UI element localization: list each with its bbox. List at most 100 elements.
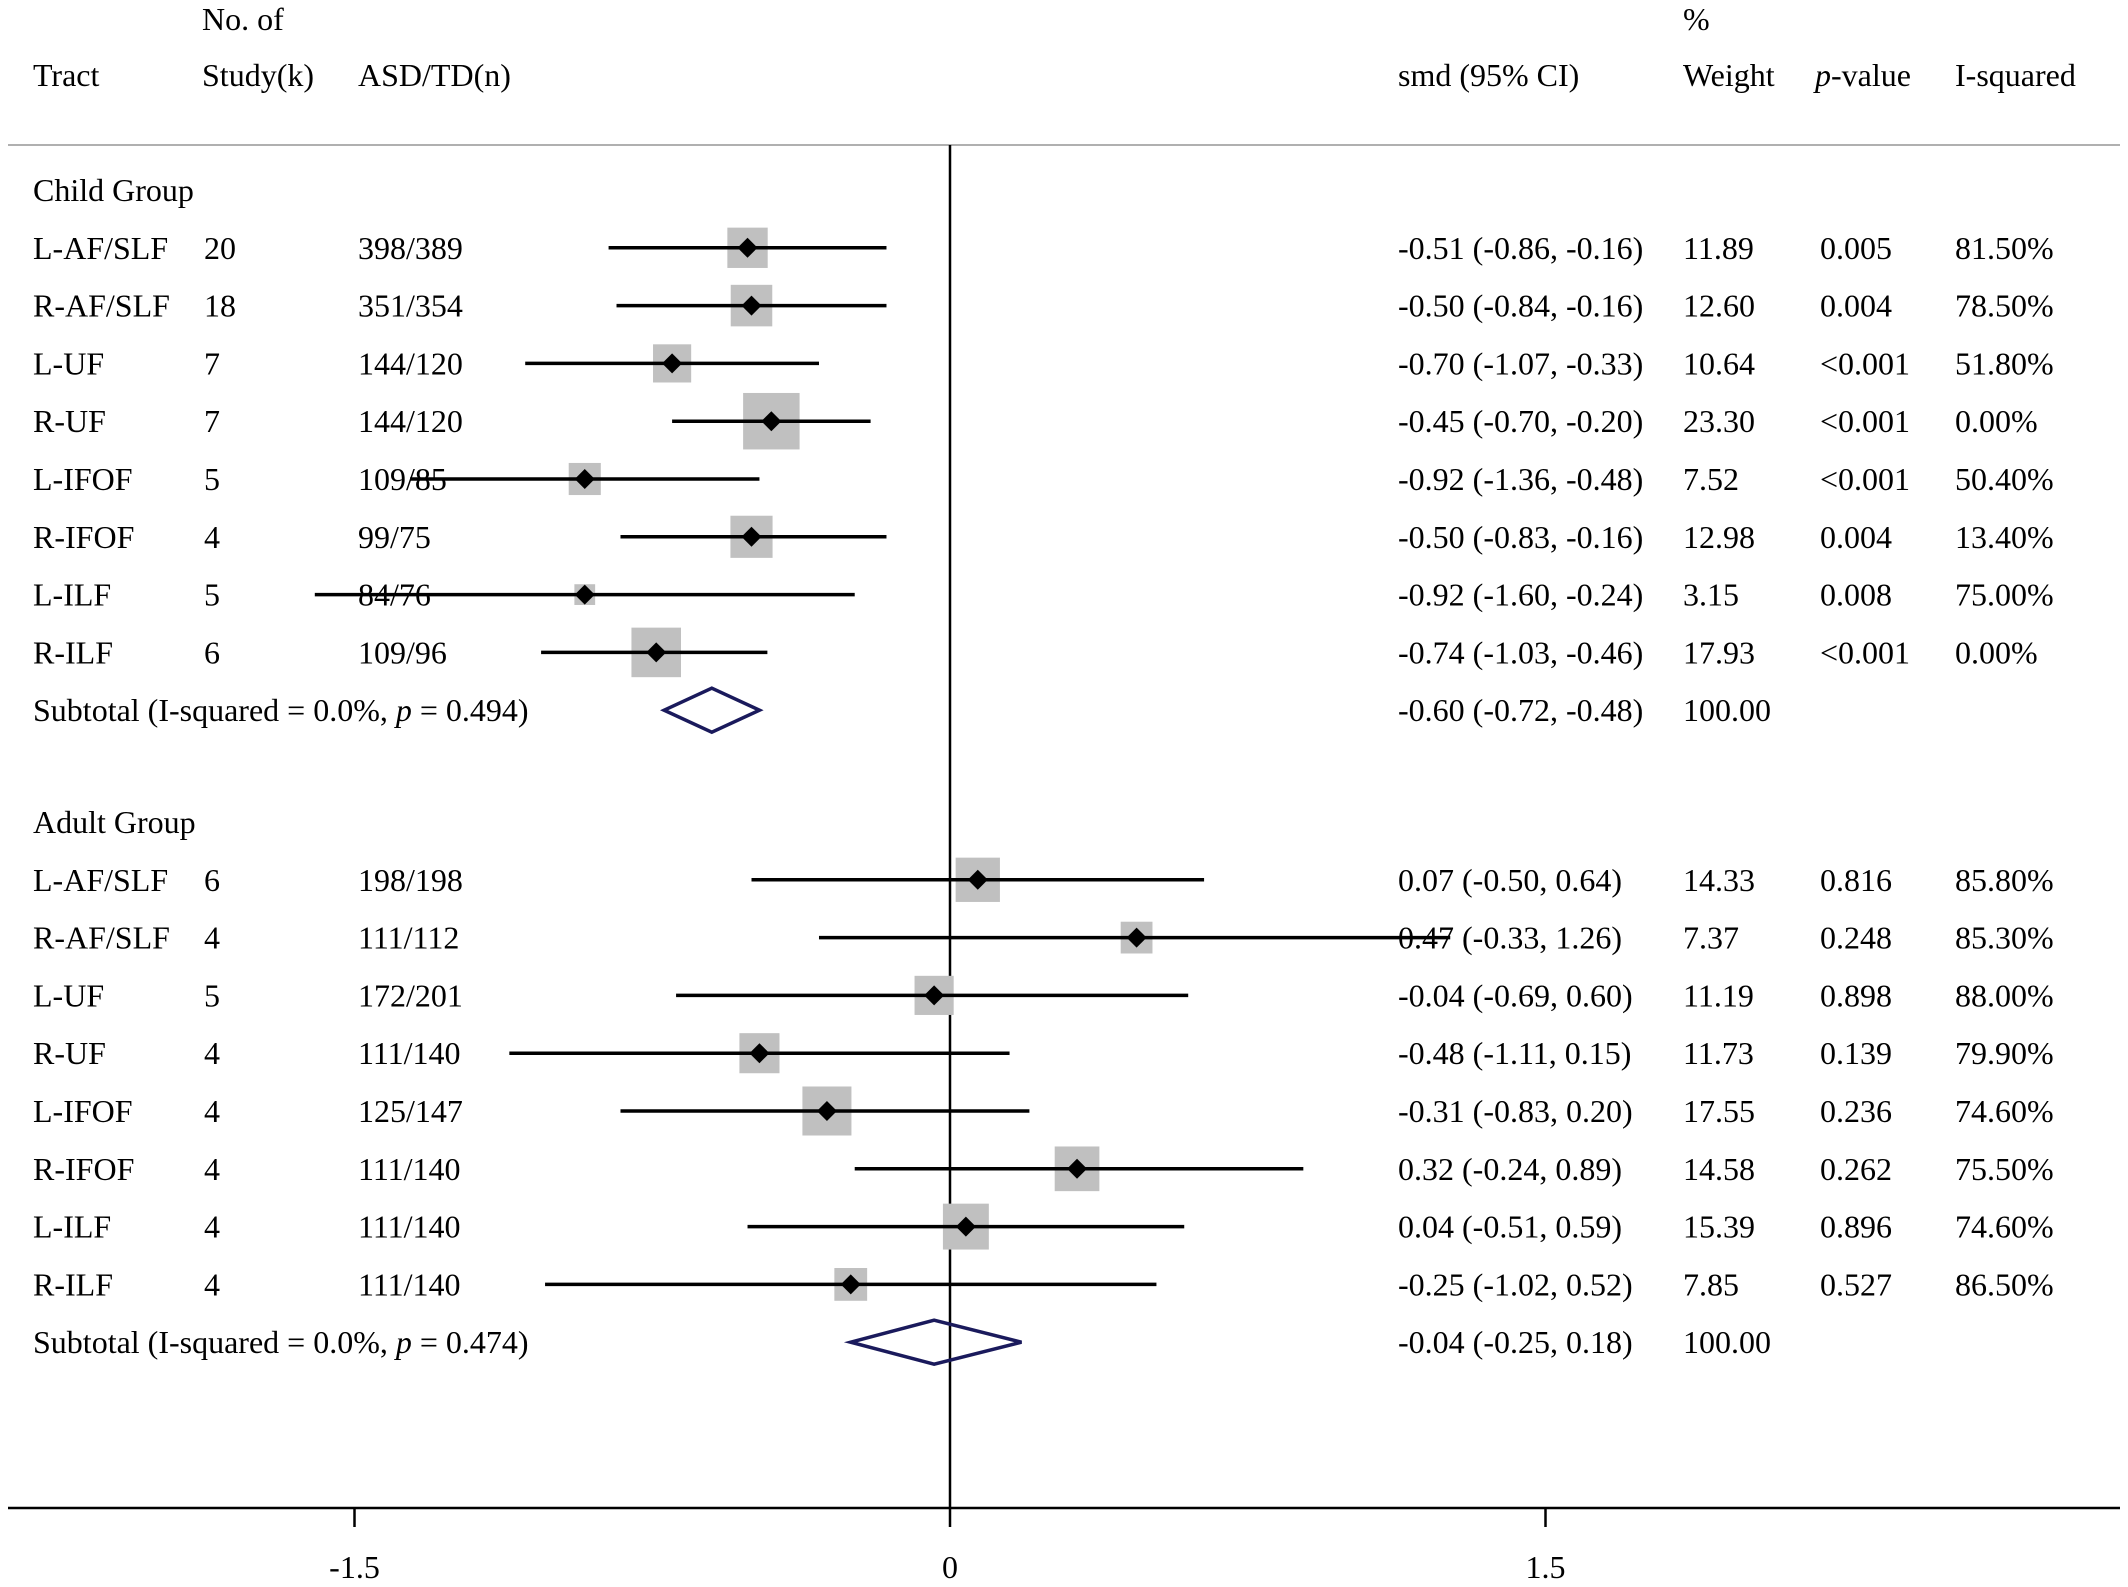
point-estimate	[646, 642, 667, 663]
p-value: 0.139	[1820, 1035, 1892, 1071]
num-studies: 4	[204, 1035, 220, 1071]
point-estimate	[741, 526, 762, 547]
num-studies: 6	[204, 862, 220, 898]
p-value: 0.816	[1820, 862, 1892, 898]
tract-label: L-AF/SLF	[33, 862, 168, 898]
num-studies: 7	[204, 403, 220, 439]
p-value: 0.527	[1820, 1266, 1892, 1302]
tract-label: L-AF/SLF	[33, 230, 168, 266]
sample-size: 125/147	[358, 1093, 463, 1129]
subtotal-heterogeneity: Subtotal (I-squared = 0.0%,	[33, 1324, 396, 1360]
i-squared-value: 79.90%	[1955, 1035, 2054, 1071]
smd-ci-text: -0.51 (-0.86, -0.16)	[1398, 230, 1643, 266]
header-smd: smd (95% CI)	[1398, 57, 1579, 93]
smd-ci-text: 0.32 (-0.24, 0.89)	[1398, 1151, 1622, 1187]
tract-label: R-AF/SLF	[33, 288, 170, 324]
p-value: 0.005	[1820, 230, 1892, 266]
weight-value: 12.60	[1683, 288, 1755, 324]
i-squared-value: 88.00%	[1955, 977, 2054, 1013]
i-squared-value: 74.60%	[1955, 1209, 2054, 1245]
weight-value: 3.15	[1683, 577, 1739, 613]
weight-value: 11.19	[1683, 977, 1754, 1013]
point-estimate	[662, 353, 683, 374]
header-tract: Tract	[33, 57, 99, 93]
num-studies: 4	[204, 920, 220, 956]
tract-label: R-IFOF	[33, 519, 134, 555]
tract-label: R-IFOF	[33, 1151, 134, 1187]
x-axis-tick-label: 0	[942, 1549, 958, 1585]
group-label: Adult Group	[33, 804, 196, 840]
p-value: 0.236	[1820, 1093, 1892, 1129]
weight-value: 7.52	[1683, 461, 1739, 497]
header-i-squared: I-squared	[1955, 57, 2076, 93]
tract-label: L-UF	[33, 977, 104, 1013]
weight-value: 7.85	[1683, 1266, 1739, 1302]
weight-value: 17.93	[1683, 634, 1755, 670]
weight-value: 23.30	[1683, 403, 1755, 439]
point-estimate	[574, 469, 595, 489]
sample-size: 398/389	[358, 230, 463, 266]
num-studies: 4	[204, 1266, 220, 1302]
x-axis-tick-label: -1.5	[329, 1549, 380, 1585]
weight-value: 17.55	[1683, 1093, 1755, 1129]
point-estimate	[574, 584, 595, 605]
sample-size: 172/201	[358, 977, 463, 1013]
weight-value: 14.33	[1683, 862, 1755, 898]
p-value: <0.001	[1820, 634, 1910, 670]
i-squared-value: 78.50%	[1955, 288, 2054, 324]
header-weight-line1: %	[1683, 1, 1710, 37]
point-estimate	[1126, 927, 1147, 948]
weight-value: 11.73	[1683, 1035, 1754, 1071]
subtotal-diamond	[843, 1318, 1022, 1367]
point-estimate	[967, 869, 988, 890]
header-p-value: p-value	[1813, 57, 1911, 93]
sample-size: 144/120	[358, 345, 463, 381]
sample-size: 111/140	[358, 1035, 461, 1071]
p-value: 0.262	[1820, 1151, 1892, 1187]
i-squared-value: 13.40%	[1955, 519, 2054, 555]
smd-ci-text: -0.92 (-1.60, -0.24)	[1398, 577, 1643, 613]
weight-value: 10.64	[1683, 345, 1755, 381]
p-value: 0.004	[1820, 519, 1892, 555]
i-squared-value: 50.40%	[1955, 461, 2054, 497]
smd-ci-text: -0.70 (-1.07, -0.33)	[1398, 345, 1643, 381]
tract-label: R-ILF	[33, 1266, 113, 1302]
subtotal-p-value: = 0.474)	[412, 1324, 529, 1360]
smd-ci-text: -0.50 (-0.83, -0.16)	[1398, 519, 1643, 555]
group-label: Child Group	[33, 172, 194, 208]
p-value: 0.898	[1820, 977, 1892, 1013]
subtotal-weight: 100.00	[1683, 1324, 1771, 1360]
p-value: 0.004	[1820, 288, 1892, 324]
num-studies: 20	[204, 230, 236, 266]
p-value: <0.001	[1820, 403, 1910, 439]
i-squared-value: 86.50%	[1955, 1266, 2054, 1302]
smd-ci-text: 0.07 (-0.50, 0.64)	[1398, 862, 1622, 898]
num-studies: 6	[204, 634, 220, 670]
i-squared-value: 85.30%	[1955, 920, 2054, 956]
header-num-studies-line1: No. of	[202, 1, 284, 37]
point-estimate	[761, 411, 782, 432]
subtotal-weight: 100.00	[1683, 692, 1771, 728]
table-header: No. of Tract Study(k) ASD/TD(n) smd (95%…	[33, 1, 2076, 93]
sample-size: 111/140	[358, 1209, 461, 1245]
num-studies: 4	[204, 519, 220, 555]
point-estimate	[737, 237, 758, 258]
weight-value: 14.58	[1683, 1151, 1755, 1187]
i-squared-value: 0.00%	[1955, 634, 2038, 670]
smd-ci-text: -0.92 (-1.36, -0.48)	[1398, 461, 1643, 497]
num-studies: 5	[204, 461, 220, 497]
weight-value: 15.39	[1683, 1209, 1755, 1245]
header-sample-size: ASD/TD(n)	[358, 57, 511, 93]
sample-size: 111/140	[358, 1266, 461, 1302]
i-squared-value: 75.50%	[1955, 1151, 2054, 1187]
sample-size: 198/198	[358, 862, 463, 898]
point-estimate	[741, 295, 762, 316]
p-value: <0.001	[1820, 461, 1910, 497]
num-studies: 5	[204, 577, 220, 613]
sample-size: 109/96	[358, 634, 447, 670]
header-p-rest: -value	[1831, 57, 1911, 93]
subtotal-p-italic: p	[394, 692, 412, 728]
weight-value: 11.89	[1683, 230, 1754, 266]
p-value: <0.001	[1820, 345, 1910, 381]
